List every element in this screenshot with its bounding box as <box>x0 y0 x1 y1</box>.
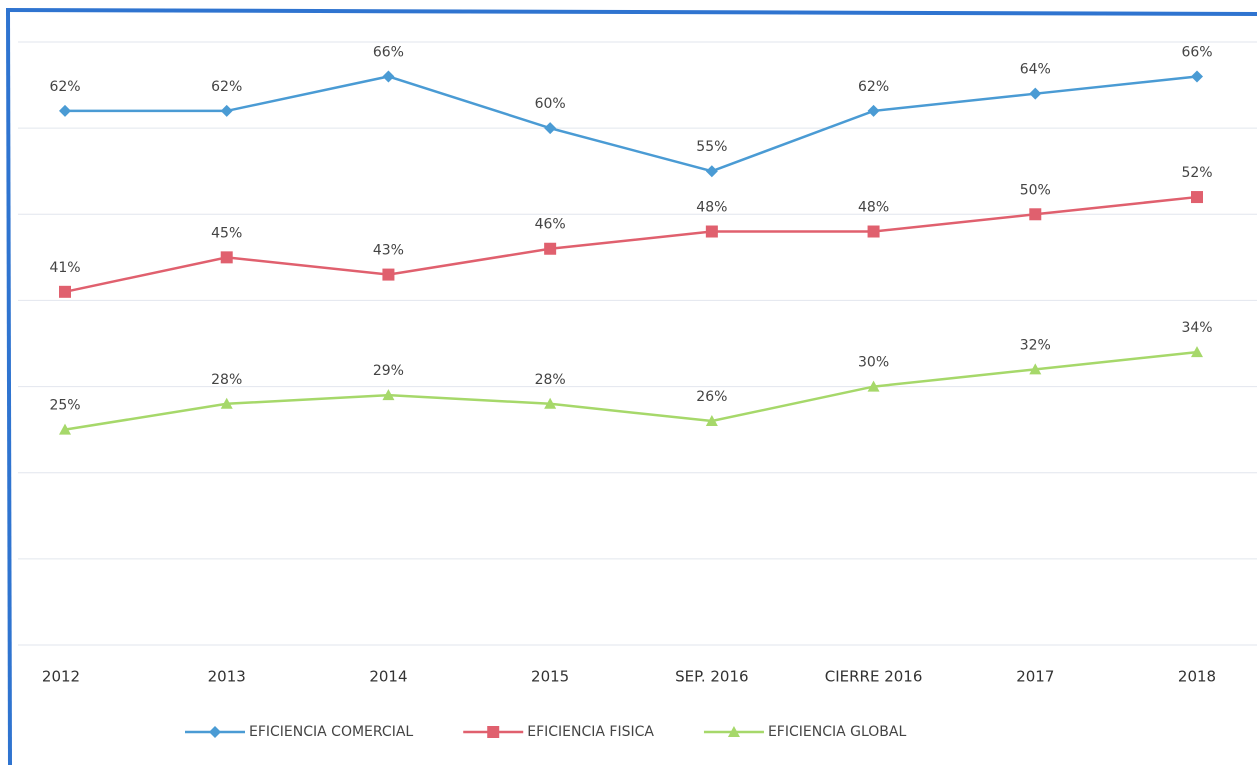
data-label: 28% <box>211 372 242 388</box>
marker <box>867 225 880 238</box>
data-label: 28% <box>535 372 566 388</box>
data-label: 64% <box>1020 62 1051 78</box>
data-label: 26% <box>696 389 727 405</box>
data-label: 50% <box>1020 182 1051 198</box>
marker <box>1029 363 1042 375</box>
legend-label: EFICIENCIA COMERCIAL <box>249 724 413 740</box>
data-label: 30% <box>858 355 889 371</box>
marker <box>1191 346 1203 358</box>
plot: 2012 2013 2014 2015 SEP. 2016 CIERRE 2016 2017… <box>42 44 1216 685</box>
marker <box>220 104 233 117</box>
data-label: 48% <box>858 200 889 216</box>
marker <box>59 285 71 298</box>
data-label: 41% <box>49 260 80 276</box>
legend-marker <box>209 726 221 738</box>
data-label: 52% <box>1181 165 1212 181</box>
x-tick-label: 2012 <box>42 668 80 686</box>
marker <box>705 225 718 238</box>
marker <box>544 122 557 135</box>
x-tick-label: CIERRE 2016 <box>825 668 923 686</box>
data-label: 66% <box>373 44 404 60</box>
marker <box>382 268 395 281</box>
data-label: 25% <box>49 398 80 414</box>
data-label: 55% <box>696 139 727 155</box>
marker <box>705 165 718 178</box>
x-tick-label: 2014 <box>369 668 407 686</box>
x-tick-label: 2017 <box>1016 668 1054 686</box>
data-label: 46% <box>535 217 566 233</box>
marker <box>867 380 880 392</box>
legend-marker <box>487 726 500 738</box>
data-label: 29% <box>373 363 404 379</box>
legend-marker <box>727 726 740 737</box>
marker <box>382 389 395 401</box>
marker <box>705 415 718 427</box>
legend: EFICIENCIA COMERCIAL EFICIENCIA FISICA EFI… <box>185 724 906 740</box>
marker <box>1191 70 1203 83</box>
grid <box>18 41 1257 646</box>
frame-left <box>6 9 12 765</box>
data-label: 48% <box>696 200 727 216</box>
marker <box>59 104 71 117</box>
legend-label: EFICIENCIA FISICA <box>527 724 654 740</box>
x-tick-label: 2015 <box>531 668 569 686</box>
marker <box>867 104 880 117</box>
series-line <box>64 195 1198 294</box>
data-label: 34% <box>1181 320 1212 336</box>
marker <box>220 251 233 264</box>
marker <box>544 397 557 409</box>
data-label: 32% <box>1020 337 1051 353</box>
marker <box>382 70 395 83</box>
marker <box>1029 208 1042 221</box>
x-tick-label: 2018 <box>1178 668 1216 686</box>
marker <box>1191 191 1203 204</box>
series-line <box>64 350 1198 431</box>
marker <box>544 242 557 255</box>
data-label: 62% <box>858 79 889 95</box>
data-label: 43% <box>373 243 404 259</box>
data-label: 62% <box>49 79 80 95</box>
data-label: 66% <box>1181 44 1212 60</box>
data-label: 62% <box>211 79 242 95</box>
frame-top <box>5 8 1257 16</box>
marker <box>220 397 233 409</box>
marker <box>59 423 71 435</box>
data-label: 45% <box>211 225 242 241</box>
x-tick-label: SEP. 2016 <box>675 668 748 686</box>
x-tick-label: 2013 <box>208 668 246 686</box>
legend-label: EFICIENCIA GLOBAL <box>768 724 907 740</box>
series-line <box>65 75 1198 173</box>
data-label: 60% <box>535 96 566 112</box>
marker <box>1029 87 1042 100</box>
